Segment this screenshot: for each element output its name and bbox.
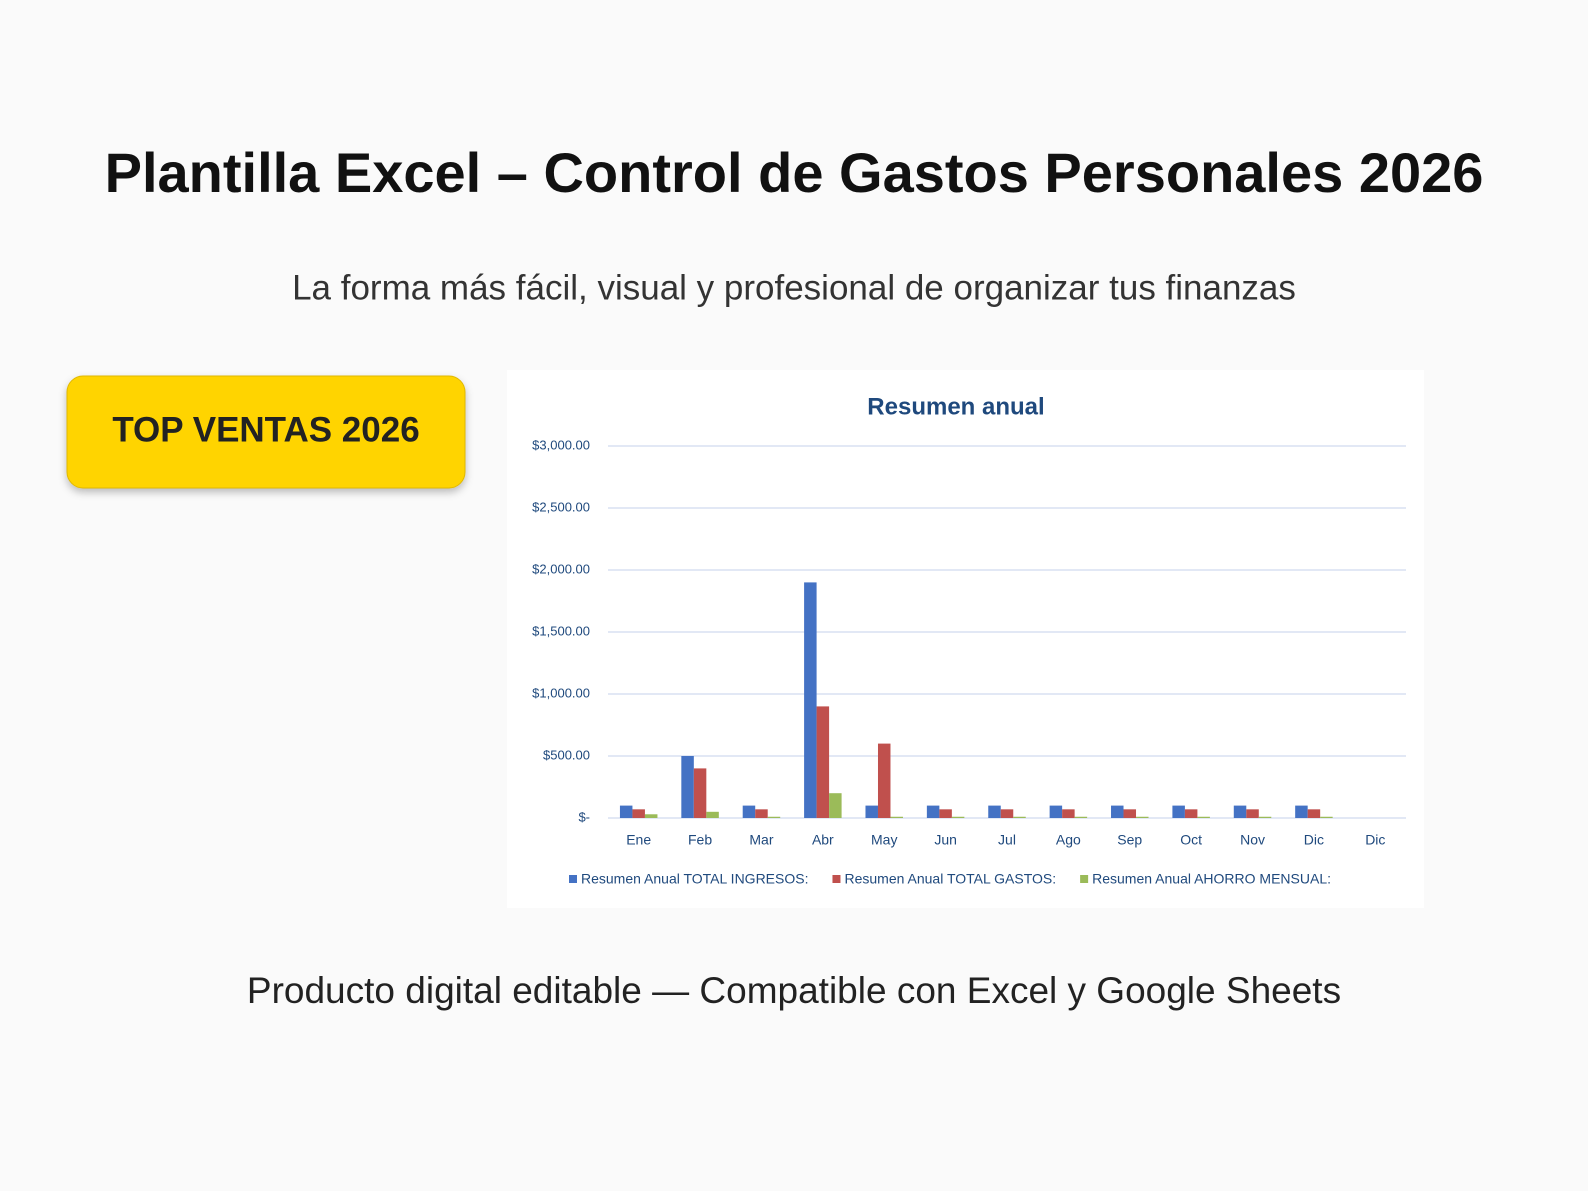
page-title: Plantilla Excel – Control de Gastos Pers… — [105, 141, 1484, 204]
legend-label: Resumen Anual AHORRO MENSUAL: — [1092, 871, 1331, 887]
y-tick-label: $- — [578, 809, 590, 824]
bar — [706, 811, 719, 818]
bar — [1074, 816, 1088, 818]
bar — [816, 706, 830, 818]
legend-label: Resumen Anual TOTAL GASTOS: — [844, 871, 1056, 887]
bar — [1233, 805, 1247, 818]
chart: $- $500.00 $1,000.00 $1,500.00 $2,000.00 $2,5… — [532, 437, 1406, 887]
x-tick-label: Oct — [1180, 832, 1202, 848]
x-tick-label: Feb — [688, 832, 712, 848]
legend-label: Resumen Anual TOTAL INGRESOS: — [581, 871, 808, 887]
x-tick-label: Nov — [1240, 832, 1265, 848]
y-tick-label: $500.00 — [543, 747, 590, 762]
footer-text: Producto digital editable — Compatible c… — [247, 970, 1341, 1011]
bar — [1049, 805, 1063, 818]
bar — [693, 768, 707, 818]
x-tick-label: Ene — [626, 832, 651, 848]
x-tick-label: Jun — [934, 832, 957, 848]
y-tick-label: $2,000.00 — [532, 561, 590, 576]
bar — [644, 814, 658, 818]
x-tick-label: May — [871, 832, 897, 848]
x-tick-label: Dic — [1365, 832, 1385, 848]
badge-label: TOP VENTAS 2026 — [112, 410, 419, 449]
bar — [619, 805, 633, 818]
bar — [742, 805, 756, 818]
x-tick-label: Ago — [1056, 832, 1081, 848]
bar — [1258, 816, 1272, 818]
bar — [1295, 805, 1308, 818]
bar — [1197, 816, 1210, 818]
bar — [1184, 809, 1198, 818]
bar — [926, 805, 940, 818]
bar — [988, 805, 1001, 818]
x-tick-label: Sep — [1117, 832, 1142, 848]
bar — [1062, 809, 1075, 818]
x-tick-label: Abr — [812, 832, 834, 848]
bar — [1123, 809, 1137, 818]
bar — [1013, 816, 1026, 818]
x-tick-label: Jul — [998, 832, 1016, 848]
badge — [66, 375, 466, 489]
page-subtitle: La forma más fácil, visual y profesional… — [292, 268, 1296, 307]
bar — [755, 809, 768, 818]
bar — [1000, 809, 1014, 818]
bar — [1307, 809, 1321, 818]
bar — [1172, 805, 1185, 818]
y-tick-label: $3,000.00 — [532, 437, 590, 452]
y-tick-label: $2,500.00 — [532, 499, 590, 514]
chart-title: Resumen anual — [867, 393, 1044, 420]
bar — [951, 816, 965, 818]
bar — [1111, 805, 1124, 818]
bar — [1136, 816, 1149, 818]
bar — [829, 793, 842, 818]
legend-swatch — [832, 875, 841, 883]
bar — [939, 809, 952, 818]
bar — [1246, 809, 1259, 818]
bar — [877, 743, 891, 818]
bar — [681, 756, 694, 818]
bar — [1320, 816, 1333, 818]
x-tick-label: Dic — [1304, 832, 1324, 848]
bar — [767, 816, 781, 818]
legend-swatch — [1080, 875, 1089, 883]
bar — [890, 816, 903, 818]
bar — [632, 809, 645, 818]
y-tick-label: $1,500.00 — [532, 623, 590, 638]
chart-card — [507, 370, 1424, 908]
bar — [865, 805, 878, 818]
x-tick-label: Mar — [749, 832, 773, 848]
y-tick-label: $1,000.00 — [532, 685, 590, 700]
bar — [804, 582, 817, 818]
legend-swatch — [569, 875, 577, 883]
